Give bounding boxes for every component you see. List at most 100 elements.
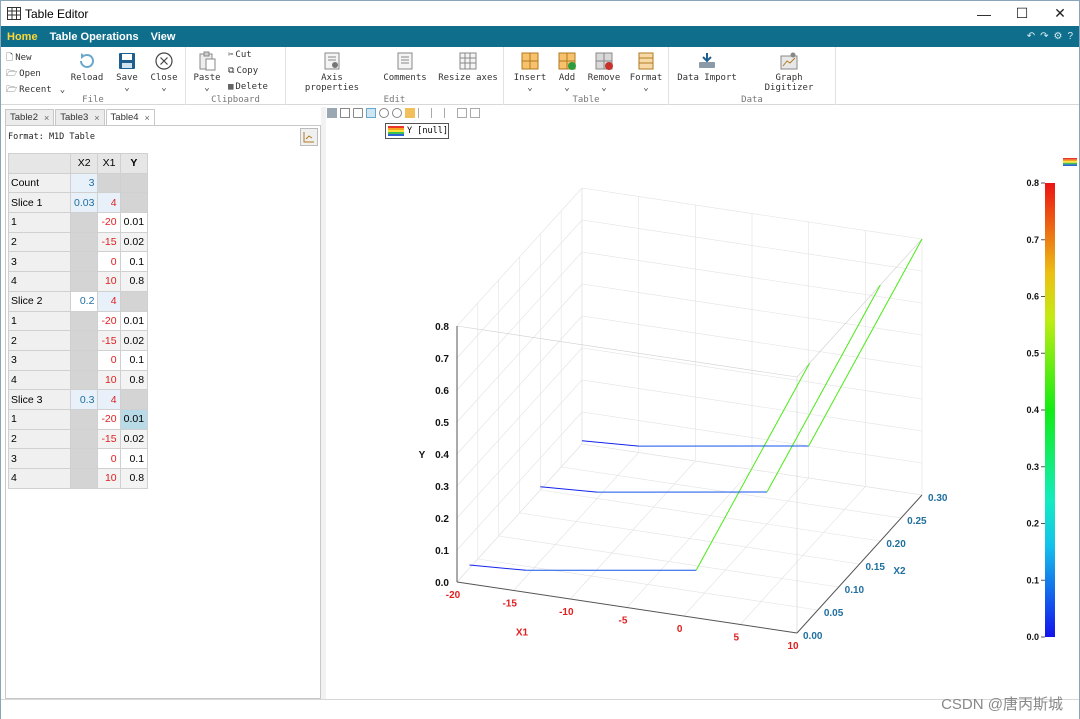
data-group-label: Data	[741, 95, 763, 105]
export-icon[interactable]	[327, 108, 337, 118]
y-cell[interactable]: 0.8	[119, 271, 149, 292]
plot-area[interactable]: -20 -15 -10 -5 0 5 10 0.0 0.1 0.2 0.3 0.4 0.5 0.6 0.7 0…	[327, 119, 1079, 699]
open-button[interactable]: 🗁 Open	[6, 66, 41, 82]
corner-header	[8, 153, 71, 174]
y-cell[interactable]: 0.1	[119, 251, 149, 273]
minimize-button[interactable]: —	[977, 5, 991, 22]
maximize-button[interactable]: ☐	[1015, 5, 1029, 21]
y-cell[interactable]: 0.1	[119, 448, 149, 469]
paste-button[interactable]: Paste ⌄	[192, 51, 222, 93]
undo-icon[interactable]: ↶	[1026, 31, 1036, 42]
reload-button[interactable]: Reload	[69, 51, 105, 83]
chevron-down-icon: ⌄	[204, 83, 210, 93]
slice-x2-cell[interactable]: 0.3	[69, 389, 99, 410]
graph-digitizer-button[interactable]: Graph Digitizer	[749, 51, 829, 93]
table-app-icon	[7, 7, 21, 20]
new-button[interactable]: 🗋 New	[6, 50, 32, 66]
pane-splitter[interactable]	[321, 107, 326, 699]
redo-icon[interactable]: ↷	[1040, 31, 1049, 42]
slice-x1-count-cell[interactable]: 4	[97, 192, 121, 214]
resize-axes-button[interactable]: Resize axes	[436, 51, 500, 83]
comments-button[interactable]: Comments	[382, 51, 428, 83]
delete-button[interactable]: ▦ Delete	[228, 82, 268, 92]
z-axis-title: X2	[893, 566, 906, 577]
x1-cell[interactable]: -15	[97, 428, 121, 450]
x1-cell[interactable]: 10	[97, 369, 121, 391]
slice-x2-cell[interactable]: 0.03	[69, 192, 99, 214]
save-button[interactable]: Save ⌄	[111, 51, 143, 93]
x1-cell[interactable]: -15	[97, 330, 121, 351]
data-import-button[interactable]: Data Import	[677, 51, 737, 83]
y-cell[interactable]: 0.02	[119, 330, 149, 351]
cursor-plus-icon[interactable]	[431, 108, 441, 118]
remove-button[interactable]: Remove ⌄	[586, 51, 622, 93]
y-cell[interactable]: 0.02	[119, 231, 149, 253]
copy-plot-icon[interactable]	[470, 108, 480, 118]
print-icon[interactable]	[353, 108, 363, 118]
axis-properties-button[interactable]: Axis properties	[292, 51, 372, 93]
colorbar-tick-label: 0.4	[1026, 405, 1039, 415]
x-tick-label: 0	[677, 624, 683, 635]
count-cell[interactable]: 3	[69, 172, 99, 194]
x1-cell[interactable]: 10	[97, 271, 121, 292]
title-bar: Table Editor — ☐ ✕	[1, 1, 1079, 26]
tab-table4[interactable]: Table4 ×	[105, 109, 155, 125]
table-view-icon[interactable]	[340, 108, 350, 118]
insert-button[interactable]: Insert ⌄	[512, 51, 548, 93]
y-tick-label: 0.6	[435, 386, 449, 397]
format-settings-button[interactable]	[300, 128, 318, 146]
cut-button[interactable]: ✂ Cut	[228, 50, 252, 60]
slice-x1-count-cell[interactable]: 4	[97, 290, 121, 312]
slice-x1-count-cell[interactable]: 4	[97, 389, 121, 410]
column-header-x2[interactable]: X2	[69, 153, 99, 174]
help-icon[interactable]: ?	[1067, 31, 1073, 42]
column-header-y[interactable]: Y	[119, 153, 149, 174]
legend[interactable]: Y [null]	[385, 123, 449, 139]
ribbon: 🗋 New 🗁 Open 🗁 Recent ⌄ Reload Save ⌄ Close ⌄ …	[1, 47, 1079, 105]
ribbon-group-edit: Axis properties Comments Resize axes Edi…	[286, 47, 504, 105]
tab-table3[interactable]: Table3 ×	[55, 109, 105, 125]
copy-button[interactable]: ⧉ Copy	[228, 66, 258, 76]
y-axis-title: Y	[419, 450, 426, 461]
y-cell[interactable]: 0.1	[119, 349, 149, 371]
menu-view[interactable]: View	[150, 30, 176, 43]
x1-cell[interactable]: 10	[97, 468, 121, 489]
x1-cell[interactable]: 0	[97, 251, 121, 273]
cursor-lines-icon[interactable]	[444, 108, 454, 118]
slice-x2-cell[interactable]: 0.2	[69, 290, 99, 312]
x1-cell[interactable]: -20	[97, 310, 121, 332]
x1-cell[interactable]: -15	[97, 231, 121, 253]
tab-table2[interactable]: Table2 ×	[5, 109, 55, 125]
x1-cell[interactable]: -20	[97, 212, 121, 233]
format-button[interactable]: Format ⌄	[628, 51, 664, 93]
recent-button[interactable]: 🗁 Recent ⌄	[6, 82, 65, 98]
zoom-icon[interactable]	[379, 108, 389, 118]
crosshair-icon[interactable]	[418, 108, 428, 118]
close-tab-icon[interactable]: ×	[94, 112, 100, 123]
paint-icon[interactable]	[405, 108, 415, 118]
menu-table-operations[interactable]: Table Operations	[49, 30, 139, 43]
y-cell[interactable]: 0.01	[119, 408, 149, 430]
menu-home[interactable]: Home	[7, 30, 38, 43]
y-cell[interactable]: 0.8	[119, 468, 149, 489]
column-header-x1[interactable]: X1	[97, 153, 121, 174]
close-button[interactable]: Close ⌄	[147, 51, 181, 93]
settings-icon[interactable]: ⚙	[1053, 31, 1063, 42]
y-cell[interactable]: 0.02	[119, 428, 149, 450]
y-cell[interactable]: 0.8	[119, 369, 149, 391]
y-cell[interactable]: 0.01	[119, 310, 149, 332]
close-window-button[interactable]: ✕	[1054, 5, 1066, 21]
add-button[interactable]: Add ⌄	[554, 51, 580, 93]
zoom-out-icon[interactable]	[392, 108, 402, 118]
x1-cell[interactable]: -20	[97, 408, 121, 430]
close-tab-icon[interactable]: ×	[144, 112, 150, 123]
x-tick-label: 5	[734, 633, 740, 644]
close-tab-icon[interactable]: ×	[44, 112, 50, 123]
row-header: 1	[8, 212, 71, 233]
plot-3d[interactable]: -20 -15 -10 -5 0 5 10 0.0 0.1 0.2 0.3 0.4 0.5 0.6 0.7 0…	[327, 119, 1079, 699]
y-cell[interactable]: 0.01	[119, 212, 149, 233]
x1-cell[interactable]: 0	[97, 349, 121, 371]
select-arrow-icon[interactable]	[366, 108, 376, 118]
x1-cell[interactable]: 0	[97, 448, 121, 469]
clear-icon[interactable]	[457, 108, 467, 118]
